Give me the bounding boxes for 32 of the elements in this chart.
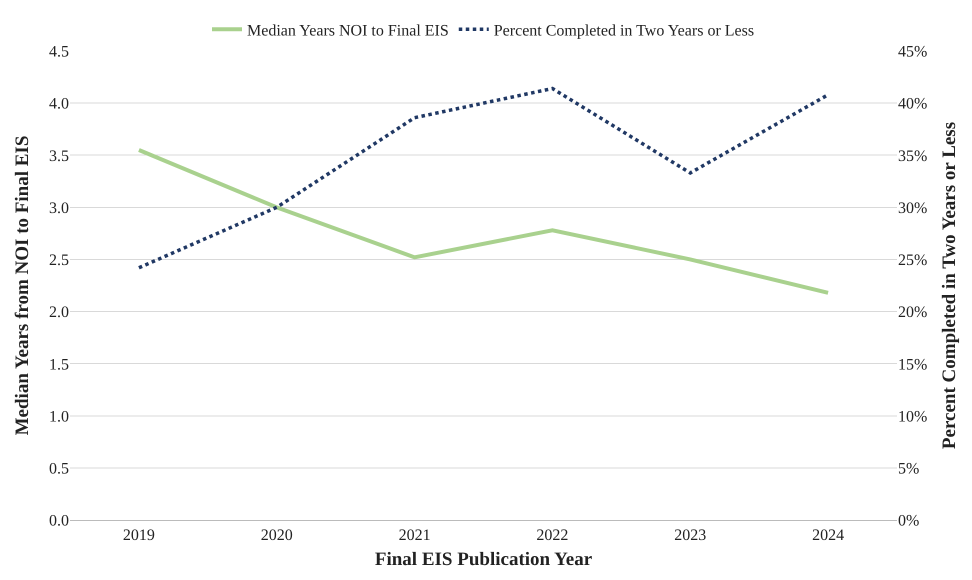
x-tick-label: 2019 [122, 527, 155, 544]
legend-label: Percent Completed in Two Years or Less [494, 22, 754, 40]
x-tick-label: 2022 [536, 527, 568, 544]
legend-label: Median Years NOI to Final EIS [247, 22, 449, 40]
y-tick-label: 4.0 [49, 96, 69, 113]
x-axis-title: Final EIS Publication Year [374, 549, 593, 570]
y-tick-label: 3.0 [49, 200, 69, 217]
y-tick-label: 0.5 [49, 460, 69, 478]
y-tick-label: 1.5 [49, 356, 69, 374]
x-tick-label: 2024 [812, 527, 844, 544]
y2-tick-label: 20% [898, 304, 928, 322]
x-tick-label: 2021 [398, 527, 431, 544]
y-axis-title: Median Years from NOI to Final EIS [12, 136, 33, 436]
y2-tick-label: 10% [898, 408, 928, 426]
y2-tick-label: 30% [898, 200, 928, 217]
y-tick-label: 2.5 [49, 252, 69, 270]
y2-tick-label: 25% [898, 252, 928, 270]
y2-axis-title: Percent Completed in Two Years or Less [939, 122, 960, 450]
x-tick-label: 2020 [260, 527, 293, 544]
y-tick-label: 1.0 [49, 408, 69, 426]
y2-tick-label: 15% [898, 356, 928, 374]
y-tick-label: 3.5 [49, 148, 69, 165]
y2-tick-label: 0% [898, 512, 920, 530]
y-tick-label: 4.5 [49, 44, 69, 61]
y2-tick-label: 45% [898, 44, 928, 61]
y-tick-label: 0.0 [49, 512, 69, 530]
line-series [136, 148, 830, 295]
y2-tick-label: 35% [898, 148, 928, 165]
y2-tick-label: 5% [898, 460, 920, 478]
y-tick-label: 2.0 [49, 304, 69, 322]
x-tick-label: 2023 [674, 527, 706, 544]
y2-tick-label: 40% [898, 96, 928, 113]
